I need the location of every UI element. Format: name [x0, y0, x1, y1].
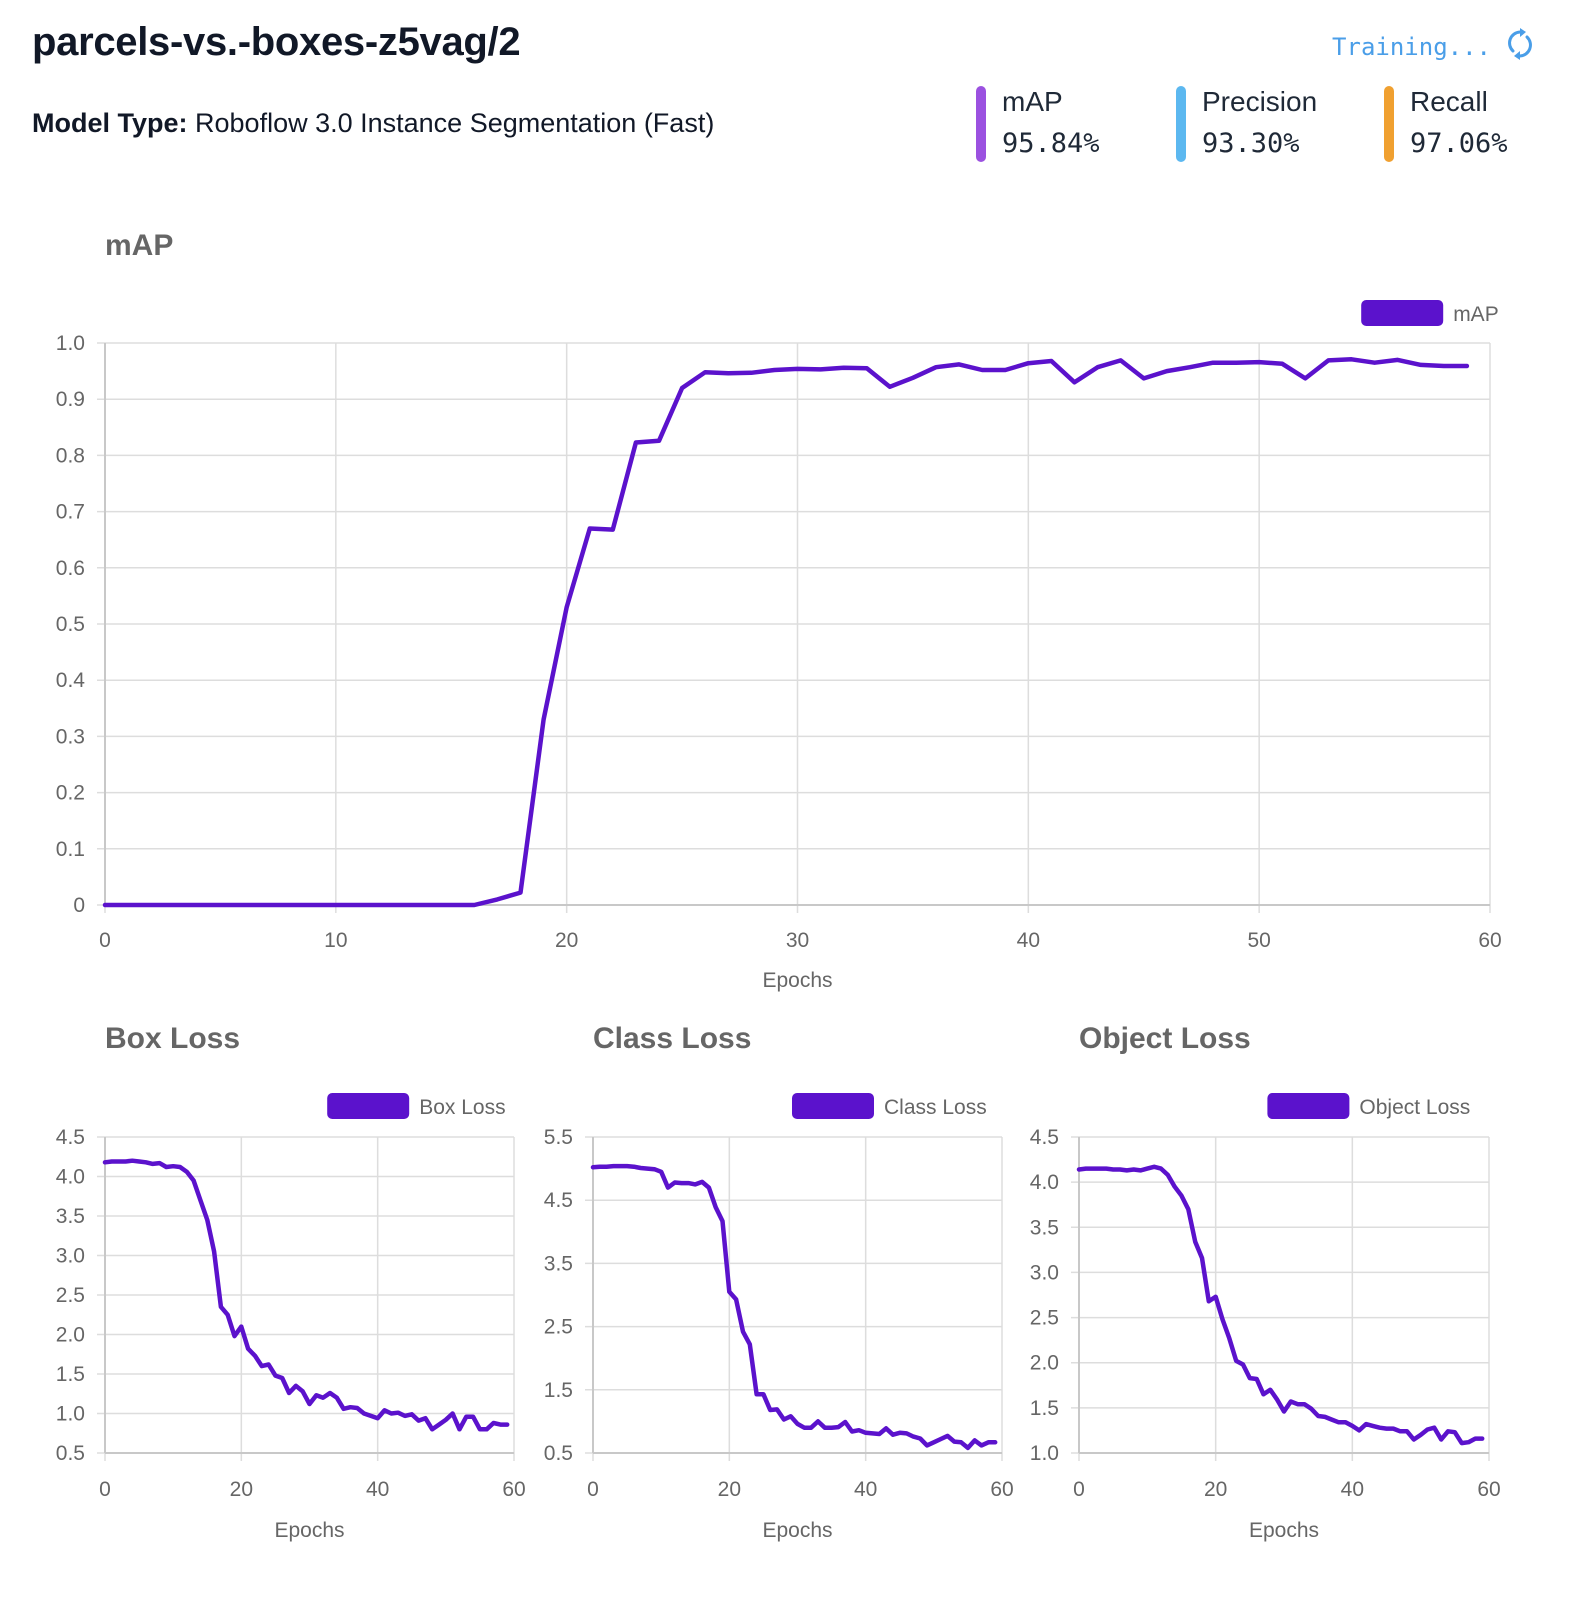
- x-tick-label: 60: [1477, 1478, 1500, 1501]
- legend-class-loss[interactable]: Class Loss: [792, 1093, 987, 1119]
- series-line-object-loss: [1076, 1164, 1485, 1446]
- x-tick-label: 20: [555, 929, 578, 952]
- x-tick-label: 40: [1017, 929, 1040, 952]
- legend-swatch: [1267, 1093, 1350, 1119]
- y-tick-label: 1.0: [1030, 1442, 1059, 1465]
- metric-map-value: 95.84%: [1002, 128, 1100, 159]
- x-axis-label: Epochs: [762, 1519, 832, 1542]
- y-tick-label: 3.5: [56, 1205, 85, 1228]
- legend-swatch: [792, 1093, 874, 1119]
- chart-title: Class Loss: [593, 1022, 751, 1055]
- metric-precision-value: 93.30%: [1202, 128, 1300, 159]
- x-tick-label: 20: [230, 1478, 253, 1501]
- chart-title: Object Loss: [1079, 1022, 1251, 1055]
- chart-box-loss: Box Loss 0.5 1.0 1.5 2.0 2.5 3.0 3.5 4.0 4.5 0 20 40…: [56, 1022, 526, 1542]
- y-tick-label: 3.5: [1030, 1216, 1059, 1239]
- x-axis-label: Epochs: [762, 969, 832, 992]
- metric-recall-name: Recall: [1410, 86, 1488, 117]
- x-tick-label: 40: [854, 1478, 877, 1501]
- legend-swatch: [327, 1093, 410, 1119]
- y-tick-label: 1.0: [56, 1403, 85, 1426]
- y-tick-label: 0.1: [56, 838, 85, 861]
- y-tick-label: 2.0: [56, 1324, 85, 1347]
- y-tick-label: 0.8: [56, 444, 85, 467]
- metric-precision-name: Precision: [1202, 86, 1318, 117]
- y-tick-label: 1.5: [1030, 1397, 1059, 1420]
- x-tick-label: 60: [990, 1478, 1013, 1501]
- y-tick-label: 1.5: [56, 1363, 85, 1386]
- y-tick-label: 4.5: [544, 1189, 573, 1212]
- model-type: Model Type: Roboflow 3.0 Instance Segmen…: [32, 108, 714, 139]
- model-type-label: Model Type:: [32, 108, 188, 138]
- legend-object-loss[interactable]: Object Loss: [1267, 1093, 1470, 1119]
- series-line-map: [102, 357, 1470, 908]
- y-tick-label: 2.5: [56, 1284, 85, 1307]
- x-tick-label: 0: [1073, 1478, 1085, 1501]
- chart-map: mAP 0 0.1 0.2 0.3 0.4 0.5 0.6 0.7 0.8 0.9 1.0 0 10 20 3…: [56, 229, 1502, 992]
- training-status[interactable]: Training...: [1332, 28, 1533, 65]
- x-tick-label: 0: [99, 1478, 111, 1501]
- x-tick-label: 0: [99, 929, 111, 952]
- chart-class-loss: Class Loss 0.5 1.5 2.5 3.5 4.5 5.5 0 20 40 60 Epoch…: [544, 1022, 1014, 1542]
- legend-label: Class Loss: [884, 1096, 987, 1119]
- y-tick-label: 5.5: [544, 1126, 573, 1149]
- x-tick-label: 40: [366, 1478, 389, 1501]
- chart-title: Box Loss: [105, 1022, 240, 1055]
- x-tick-label: 50: [1247, 929, 1270, 952]
- x-tick-label: 60: [1478, 929, 1501, 952]
- legend-swatch: [1361, 300, 1444, 326]
- y-tick-label: 0.2: [56, 782, 85, 805]
- y-tick-label: 4.0: [56, 1166, 85, 1189]
- x-tick-label: 10: [324, 929, 347, 952]
- x-axis-label: Epochs: [1249, 1519, 1319, 1542]
- series-line-class-loss: [590, 1163, 998, 1451]
- x-tick-label: 20: [1204, 1478, 1227, 1501]
- metric-precision-bar: [1176, 86, 1186, 162]
- y-tick-label: 3.0: [1030, 1261, 1059, 1284]
- metric-recall-value: 97.06%: [1410, 128, 1508, 159]
- x-axis-label: Epochs: [274, 1519, 344, 1542]
- y-tick-label: 3.0: [56, 1245, 85, 1268]
- y-tick-label: 4.5: [56, 1126, 85, 1149]
- metric-map-bar: [976, 86, 986, 162]
- page-title: parcels-vs.-boxes-z5vag/2: [32, 20, 521, 64]
- legend-label: mAP: [1453, 303, 1499, 326]
- y-tick-label: 0.6: [56, 557, 85, 580]
- y-tick-label: 2.0: [1030, 1352, 1059, 1375]
- y-tick-label: 2.5: [1030, 1307, 1059, 1330]
- y-tick-label: 0.5: [544, 1442, 573, 1465]
- series-line-box-loss: [102, 1158, 510, 1432]
- y-tick-label: 0.3: [56, 725, 85, 748]
- x-tick-label: 20: [718, 1478, 741, 1501]
- x-tick-label: 0: [587, 1478, 599, 1501]
- y-tick-label: 3.5: [544, 1252, 573, 1275]
- chart-object-loss: Object Loss 1.0 1.5 2.0 2.5 3.0 3.5 4.0 4.5 0 20 40…: [1030, 1022, 1501, 1542]
- legend-box-loss[interactable]: Box Loss: [327, 1093, 506, 1119]
- y-tick-label: 1.0: [56, 332, 85, 355]
- legend-label: Object Loss: [1359, 1096, 1470, 1119]
- x-tick-label: 60: [502, 1478, 525, 1501]
- x-tick-label: 40: [1341, 1478, 1364, 1501]
- refresh-icon[interactable]: [1507, 28, 1533, 65]
- y-tick-label: 1.5: [544, 1379, 573, 1402]
- y-tick-label: 2.5: [544, 1316, 573, 1339]
- metric-map-name: mAP: [1002, 86, 1063, 117]
- y-tick-label: 0.5: [56, 1442, 85, 1465]
- legend-map[interactable]: mAP: [1361, 300, 1499, 326]
- legend-label: Box Loss: [419, 1096, 505, 1119]
- chart-title: mAP: [105, 229, 173, 262]
- x-tick-label: 30: [786, 929, 809, 952]
- y-tick-label: 4.5: [1030, 1126, 1059, 1149]
- model-type-value: Roboflow 3.0 Instance Segmentation (Fast…: [195, 108, 715, 138]
- y-tick-label: 0.5: [56, 613, 85, 636]
- y-tick-label: 0.7: [56, 501, 85, 524]
- metric-recall-bar: [1384, 86, 1394, 162]
- y-tick-label: 0.9: [56, 388, 85, 411]
- y-tick-label: 0: [73, 894, 85, 917]
- training-status-text: Training...: [1332, 32, 1491, 61]
- y-tick-label: 4.0: [1030, 1171, 1059, 1194]
- y-tick-label: 0.4: [56, 669, 86, 692]
